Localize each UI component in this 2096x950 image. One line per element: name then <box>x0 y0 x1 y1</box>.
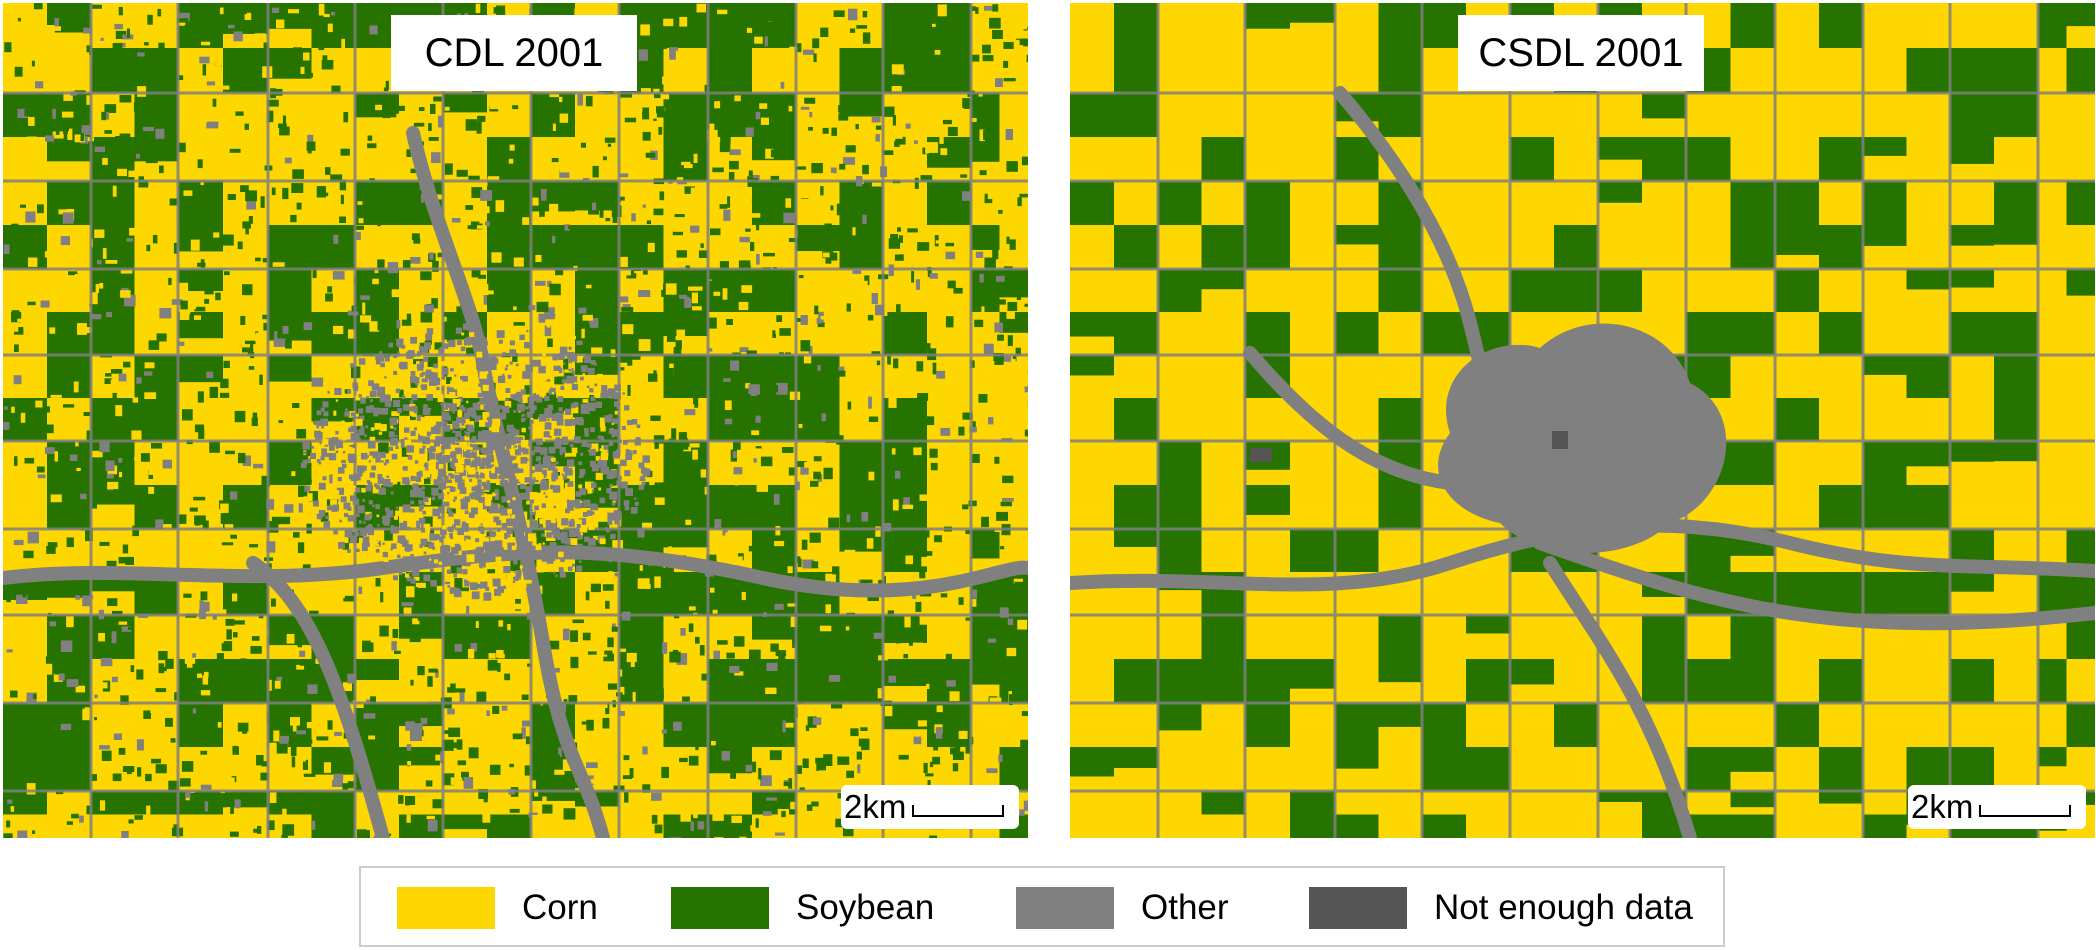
csdl-map-raster <box>1070 3 2095 838</box>
cdl-map-raster <box>3 3 1028 838</box>
legend-label: Corn <box>522 888 598 927</box>
scale-bar-box: 2km <box>841 785 1019 829</box>
map-title: CSDL 2001 <box>1458 15 1704 91</box>
scale-bar-icon <box>912 805 1005 817</box>
csdl-map-panel: CSDL 2001 2km <box>1070 3 2095 838</box>
scale-label: 2km <box>844 788 907 825</box>
legend-swatch-soybean <box>671 887 769 929</box>
map-title: CDL 2001 <box>391 15 637 91</box>
scale-bar-icon <box>1979 805 2072 817</box>
legend-item-soybean: Soybean <box>671 886 934 930</box>
legend-item-other: Other <box>1016 886 1229 930</box>
legend-swatch-corn <box>397 887 495 929</box>
legend-label: Soybean <box>796 888 935 927</box>
legend-item-corn: Corn <box>397 886 598 930</box>
scale-bar-box: 2km <box>1908 785 2086 829</box>
map-legend: Corn Soybean Other Not enough data <box>359 866 1725 947</box>
scale-label: 2km <box>1911 788 1974 825</box>
legend-label: Not enough data <box>1434 888 1693 927</box>
cdl-map-panel: CDL 2001 2km <box>3 3 1028 838</box>
legend-swatch-other <box>1016 887 1114 929</box>
legend-item-not-enough-data: Not enough data <box>1309 886 1693 930</box>
legend-swatch-not-enough-data <box>1309 887 1407 929</box>
legend-label: Other <box>1141 888 1229 927</box>
